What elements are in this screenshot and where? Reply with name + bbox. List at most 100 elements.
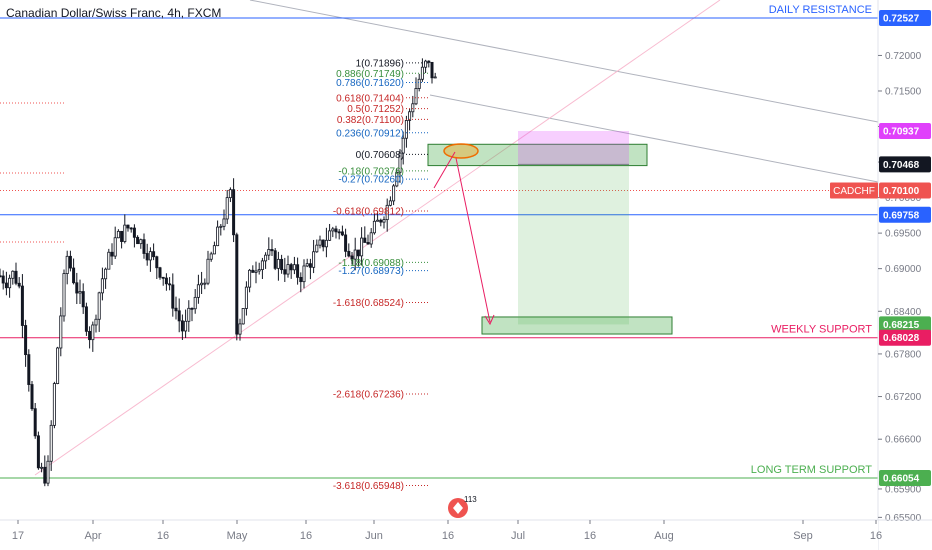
candle [196, 284, 200, 298]
fib-label: 0.5(0.71252) [347, 104, 404, 115]
price-label-box [879, 206, 931, 223]
candle [414, 88, 418, 105]
candle [337, 231, 341, 234]
candle [267, 249, 271, 256]
y-tick-label: 0.65500 [885, 513, 922, 524]
y-tick-label: 0.66600 [885, 435, 922, 446]
event-count-badge: 113 [464, 495, 477, 504]
stop-loss-zone[interactable] [518, 130, 629, 165]
price-label-box [879, 329, 931, 346]
candle [49, 424, 53, 462]
candle [315, 244, 319, 253]
candle [129, 227, 133, 230]
candle [148, 251, 152, 261]
demand-zone[interactable] [481, 316, 673, 335]
symbol-badge-box [830, 182, 878, 199]
candle [193, 296, 197, 310]
candle [273, 250, 277, 269]
price-axis[interactable]: 0.720000.715000.710000.705000.700000.695… [830, 0, 932, 550]
candle [331, 228, 335, 232]
trendline-upper [249, 0, 879, 123]
candle [113, 237, 117, 257]
candle [161, 276, 165, 279]
price-label: 0.68028 [883, 333, 920, 344]
candle [81, 291, 85, 308]
fib-label: 0(0.70608) [356, 150, 404, 161]
candle [372, 220, 376, 234]
candle [222, 218, 226, 227]
fib-label: -1.27(0.68973) [338, 266, 404, 277]
price-label: 0.66054 [883, 474, 920, 485]
fib-label: 0.236(0.70912) [336, 128, 404, 139]
candle [244, 286, 248, 309]
trendline-lower [429, 94, 879, 183]
highlight-ellipse[interactable] [443, 143, 479, 159]
supply-zone[interactable] [427, 143, 648, 167]
fib-label: -3.618(0.65948) [333, 481, 404, 492]
candle [328, 230, 332, 241]
candle [270, 249, 274, 252]
x-tick-label: 16 [870, 530, 882, 542]
candle [334, 228, 338, 233]
candle [203, 282, 207, 285]
time-axis[interactable]: 17 Apr 16 May 16 Jun 16 Jul 16 Aug Sep 16 [0, 519, 932, 550]
arrow-head-icon [484, 314, 495, 326]
take-profit-zone[interactable] [518, 164, 629, 325]
price-label-box [879, 470, 931, 486]
candle [107, 251, 111, 270]
y-tick-label: 0.71500 [885, 86, 922, 97]
candle [296, 264, 300, 278]
candle [59, 315, 63, 349]
candle [360, 237, 364, 257]
candle [366, 242, 370, 245]
price-label: 0.68215 [883, 320, 920, 331]
candle [200, 282, 204, 286]
x-tick-label: Apr [84, 530, 101, 542]
candle [321, 239, 325, 248]
x-tick-label: May [227, 530, 248, 542]
candle [356, 249, 360, 257]
candle [36, 435, 40, 469]
candle [232, 189, 236, 236]
level-label: DAILY RESISTANCE [769, 4, 872, 16]
candle [283, 269, 287, 275]
candle [312, 251, 316, 268]
candle [40, 466, 44, 469]
candle [14, 270, 18, 284]
candle [248, 269, 252, 288]
candle [20, 285, 24, 326]
y-tick-label: 0.67200 [885, 392, 922, 403]
projection-arrow[interactable] [455, 157, 491, 323]
trendline-rising [34, 0, 721, 476]
candle [158, 267, 162, 278]
candle [424, 60, 428, 68]
candle [392, 185, 396, 202]
candle [142, 239, 146, 254]
candle [376, 219, 380, 222]
candle [292, 264, 296, 271]
price-axis-bg [878, 0, 932, 550]
candle [136, 236, 140, 245]
price-label-box [879, 122, 931, 139]
candle [180, 320, 184, 332]
y-tick-label: 0.69000 [885, 264, 922, 275]
candle [308, 263, 312, 268]
candle [251, 269, 255, 273]
candle [408, 111, 412, 121]
candle [395, 172, 399, 187]
candle [1, 275, 5, 284]
fib-label: -1.18(0.69088) [338, 258, 404, 269]
candle [417, 78, 421, 89]
price-label: 0.70468 [883, 160, 920, 171]
candle [0, 275, 2, 278]
candle [382, 219, 386, 223]
candle [168, 283, 172, 286]
price-label: 0.72527 [883, 14, 920, 25]
fib-label: 0.786(0.71620) [336, 78, 404, 89]
candle [88, 330, 92, 341]
candle [324, 239, 328, 248]
candle [152, 251, 156, 258]
price-label: 0.69758 [883, 210, 920, 221]
fib-label: -0.18(0.70376) [338, 166, 404, 177]
